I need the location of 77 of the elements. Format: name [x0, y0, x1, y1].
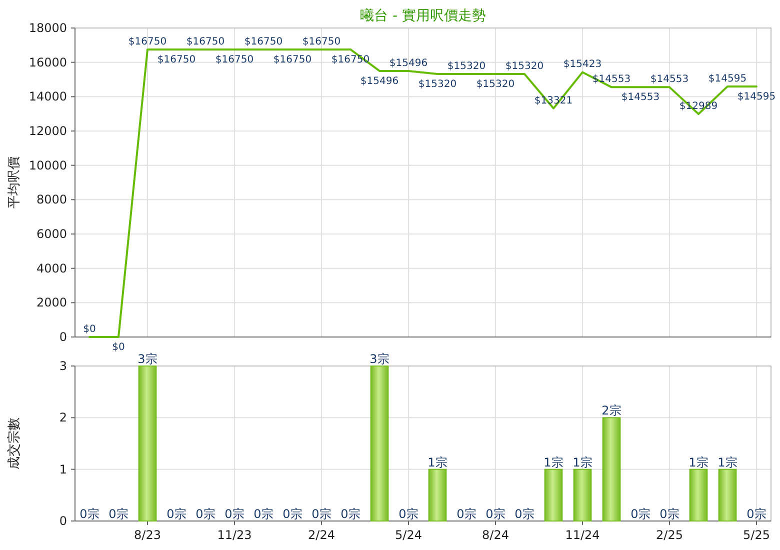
y-tick-label: 10000	[28, 158, 67, 172]
y-tick-label: 0	[59, 514, 67, 528]
y-tick-label: 14000	[28, 90, 67, 104]
data-label: 2宗	[602, 404, 622, 418]
data-label: 0宗	[486, 507, 506, 521]
x-tick-label: 8/24	[482, 528, 509, 542]
data-label: $16750	[215, 54, 254, 66]
data-label: $15423	[563, 59, 602, 70]
x-tick-label: 2/24	[308, 528, 335, 542]
data-label: $15320	[447, 61, 486, 72]
data-label: $15496	[360, 76, 399, 87]
data-label: 0宗	[660, 507, 680, 521]
bar	[602, 417, 621, 522]
data-label: 0宗	[312, 507, 332, 521]
data-label: 0宗	[514, 507, 534, 521]
data-label: $14553	[621, 92, 660, 104]
data-label: 0宗	[456, 507, 476, 521]
x-tick-label: 5/24	[395, 528, 422, 542]
y-tick-label: 16000	[28, 55, 67, 70]
data-label: $0	[112, 342, 125, 353]
data-label: $14595	[708, 73, 747, 84]
bar	[689, 468, 708, 522]
y-tick-label: 8000	[36, 192, 67, 207]
data-label: 0宗	[224, 507, 244, 521]
chart-title: 曦台 - 實用呎價走勢	[360, 8, 486, 24]
y-tick-label: 2	[59, 410, 67, 425]
data-label: $16750	[244, 36, 283, 48]
x-tick-label: 5/25	[743, 528, 770, 542]
data-label: 0宗	[166, 507, 186, 521]
data-label: 1宗	[544, 455, 564, 470]
y-tick-label: 0	[59, 330, 67, 344]
y-tick-label: 2000	[36, 296, 67, 310]
data-label: $16750	[273, 54, 312, 66]
data-label: 1宗	[572, 455, 592, 470]
data-label: 0宗	[108, 507, 128, 521]
data-label: 1宗	[688, 455, 708, 470]
data-label: 0宗	[746, 507, 766, 521]
y-tick-label: 3	[59, 359, 67, 373]
data-label: $15320	[418, 79, 457, 90]
data-label: 0宗	[340, 507, 360, 521]
bar	[718, 468, 737, 522]
data-label: 0宗	[80, 507, 100, 521]
y-tick-label: 6000	[36, 227, 67, 241]
data-label: 0宗	[282, 507, 302, 521]
x-tick-label: 8/23	[134, 528, 161, 542]
y-tick-label: 1	[59, 462, 67, 476]
y-axis-title: 成交宗數	[6, 418, 22, 470]
bar	[428, 468, 447, 522]
data-label: 3宗	[138, 352, 158, 366]
data-label: 1宗	[718, 455, 738, 470]
bar	[370, 366, 389, 522]
data-label: $15320	[505, 61, 544, 72]
data-label: $16750	[302, 36, 341, 48]
y-tick-label: 18000	[28, 21, 67, 35]
data-label: 3宗	[370, 352, 390, 366]
x-tick-label: 11/23	[217, 528, 252, 542]
data-label: $16750	[186, 36, 225, 48]
data-label: 1宗	[428, 455, 448, 470]
data-label: $15320	[476, 79, 515, 90]
data-label: $16750	[157, 54, 196, 66]
bar	[573, 468, 592, 522]
x-tick-label: 2/25	[656, 528, 683, 542]
y-axis-title: 平均呎價	[7, 156, 22, 208]
data-label: $14595	[737, 91, 776, 102]
data-label: 0宗	[630, 507, 650, 521]
bar	[544, 468, 563, 522]
data-label: $0	[83, 324, 96, 335]
data-label: $14553	[650, 74, 689, 86]
data-label: $16750	[128, 36, 167, 48]
data-label: 0宗	[254, 507, 274, 521]
y-tick-label: 12000	[28, 124, 67, 138]
data-label: $15496	[389, 58, 428, 69]
y-tick-label: 4000	[36, 261, 67, 276]
data-label: 0宗	[196, 507, 216, 521]
data-label: 0宗	[398, 507, 418, 521]
x-tick-label: 11/24	[565, 528, 600, 542]
bar	[138, 366, 157, 522]
